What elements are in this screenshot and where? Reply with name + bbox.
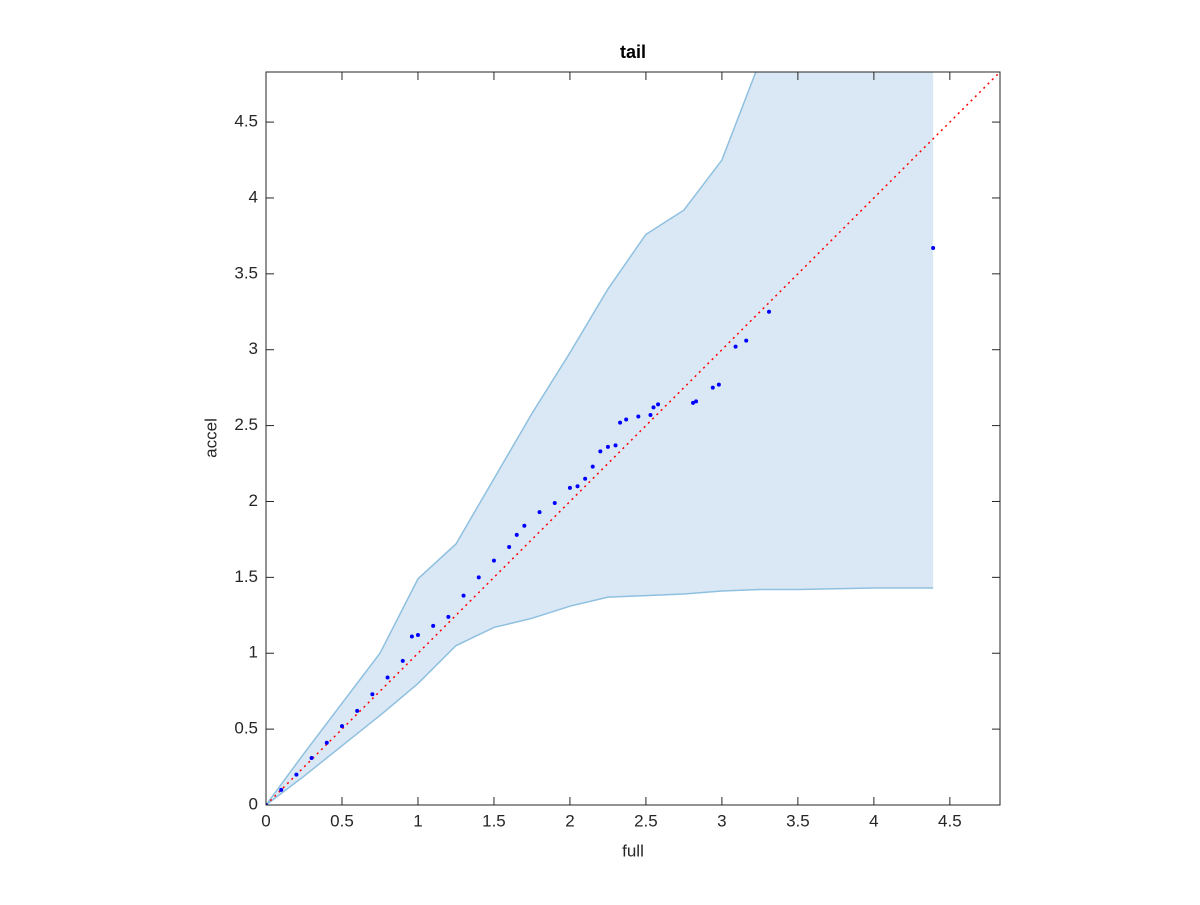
y-tick-label: 2 bbox=[249, 491, 258, 510]
x-axis-label: full bbox=[622, 841, 644, 860]
data-point bbox=[598, 449, 603, 454]
data-point bbox=[537, 510, 542, 515]
data-point bbox=[339, 724, 344, 729]
y-tick-label: 3 bbox=[249, 339, 258, 358]
data-point bbox=[324, 740, 329, 745]
y-tick-label: 2.5 bbox=[234, 415, 258, 434]
data-point bbox=[446, 614, 451, 619]
data-point bbox=[691, 400, 696, 405]
band-upper-edge bbox=[266, 72, 757, 805]
data-point bbox=[461, 593, 466, 598]
data-point bbox=[613, 443, 618, 448]
data-point bbox=[651, 405, 656, 410]
data-point bbox=[355, 708, 360, 713]
data-point bbox=[522, 523, 527, 528]
data-point bbox=[415, 633, 420, 638]
data-point bbox=[733, 344, 738, 349]
data-point bbox=[636, 414, 641, 419]
x-tick-label: 0 bbox=[261, 811, 270, 830]
reference-line bbox=[266, 72, 1000, 805]
data-point bbox=[476, 575, 481, 580]
data-point bbox=[605, 444, 610, 449]
data-point bbox=[370, 692, 375, 697]
x-tick-label: 2.5 bbox=[634, 811, 658, 830]
data-point bbox=[279, 787, 284, 792]
x-tick-label: 4.5 bbox=[938, 811, 962, 830]
data-point bbox=[294, 772, 299, 777]
y-tick-label: 3.5 bbox=[234, 263, 258, 282]
data-point bbox=[507, 545, 512, 550]
data-point bbox=[431, 623, 436, 628]
data-point bbox=[656, 402, 661, 407]
data-point bbox=[400, 658, 405, 663]
y-tick-label: 4 bbox=[249, 187, 258, 206]
data-point bbox=[648, 412, 653, 417]
data-point bbox=[575, 484, 580, 489]
y-tick-label: 1 bbox=[249, 643, 258, 662]
x-tick-label: 1.5 bbox=[482, 811, 506, 830]
x-tick-label: 0.5 bbox=[330, 811, 354, 830]
data-point bbox=[710, 385, 715, 390]
data-point bbox=[491, 558, 496, 563]
data-point bbox=[694, 399, 699, 404]
x-tick-label: 2 bbox=[565, 811, 574, 830]
data-point bbox=[583, 476, 588, 481]
data-point bbox=[514, 532, 519, 537]
chart-title: tail bbox=[620, 42, 646, 62]
x-tick-label: 4 bbox=[869, 811, 878, 830]
plot-area bbox=[266, 72, 1000, 805]
x-tick-label: 3 bbox=[717, 811, 726, 830]
confidence-band bbox=[266, 72, 934, 805]
band-lower-edge bbox=[266, 587, 934, 805]
y-tick-label: 0.5 bbox=[234, 719, 258, 738]
y-tick-label: 1.5 bbox=[234, 567, 258, 586]
x-tick-label: 1 bbox=[413, 811, 422, 830]
data-point bbox=[618, 420, 623, 425]
data-point bbox=[624, 417, 629, 422]
x-tick-label: 3.5 bbox=[786, 811, 810, 830]
data-point bbox=[552, 500, 557, 505]
data-point bbox=[309, 755, 314, 760]
data-point bbox=[931, 246, 936, 251]
data-point bbox=[590, 464, 595, 469]
y-tick-label: 4.5 bbox=[234, 112, 258, 131]
data-point bbox=[716, 382, 721, 387]
data-point bbox=[567, 485, 572, 490]
data-point bbox=[744, 338, 749, 343]
y-tick-label: 0 bbox=[249, 794, 258, 813]
data-point bbox=[409, 634, 414, 639]
data-point bbox=[385, 675, 390, 680]
axes-frame bbox=[265, 71, 1001, 806]
y-axis-label: accel bbox=[201, 418, 220, 458]
data-point bbox=[767, 309, 772, 314]
